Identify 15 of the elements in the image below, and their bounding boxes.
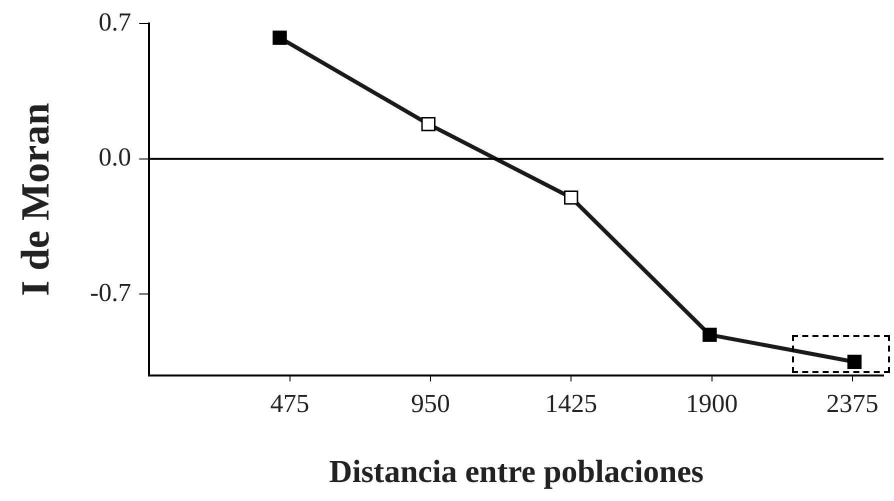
x-tick-label: 1900	[686, 388, 738, 418]
y-tick-label: 0.0	[98, 142, 132, 172]
point	[847, 354, 862, 369]
point	[702, 328, 717, 342]
point	[272, 30, 287, 45]
y-tick-label: -0.7	[90, 278, 132, 308]
y-tick-label: 0.7	[98, 7, 132, 36]
x-tick-label: 2375	[826, 388, 878, 418]
x-tick-label: 475	[270, 388, 310, 418]
x-tick-label: 1425	[545, 388, 598, 418]
x-tick-label: 950	[410, 388, 450, 418]
point	[564, 190, 578, 205]
point	[421, 117, 436, 132]
x-axis-title: Distancia entre poblaciones	[329, 453, 704, 490]
y-axis-title: I de Moran	[12, 102, 58, 296]
